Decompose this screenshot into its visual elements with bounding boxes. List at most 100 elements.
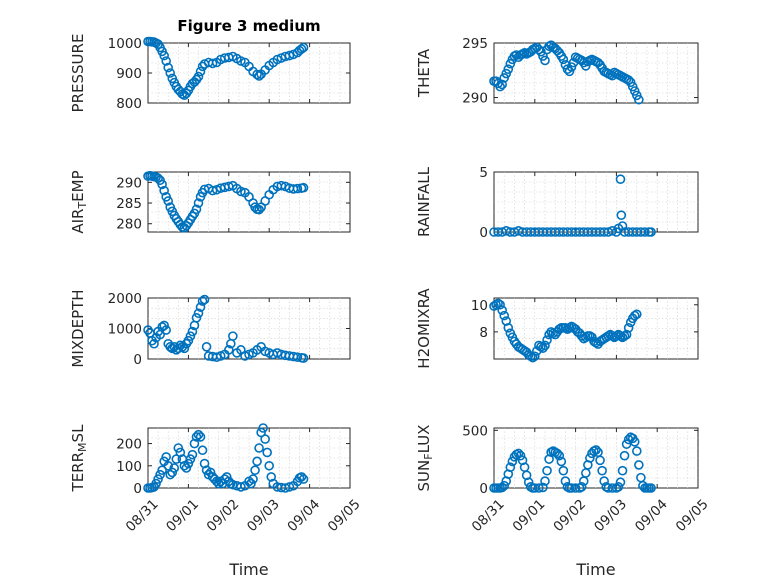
data-point xyxy=(187,449,198,460)
x-axis-label: Time xyxy=(228,560,268,579)
data-point xyxy=(159,50,169,61)
data-point xyxy=(558,465,569,476)
data-point xyxy=(284,50,295,61)
data-point xyxy=(529,351,540,362)
data-point xyxy=(157,465,167,476)
data-point xyxy=(497,79,507,90)
y-tick-label: 0 xyxy=(479,225,488,241)
data-point xyxy=(181,463,192,473)
data-point xyxy=(183,335,194,346)
data-point xyxy=(631,446,642,456)
data-point xyxy=(224,345,234,355)
data-point xyxy=(617,221,628,231)
data-point xyxy=(284,482,295,492)
data-point xyxy=(191,432,202,442)
data-point xyxy=(538,482,548,493)
data-point xyxy=(258,423,268,433)
data-point xyxy=(163,460,173,471)
y-tick-label: 1000 xyxy=(108,36,142,52)
subplot-6: 8 10 H2OMIXRA xyxy=(415,288,699,369)
data-point xyxy=(607,226,618,236)
data-series xyxy=(489,432,656,493)
data-point xyxy=(507,456,518,467)
y-axis-label: THETA xyxy=(415,48,433,98)
y-tick-label: 10 xyxy=(471,298,488,314)
data-point xyxy=(159,320,169,331)
data-point xyxy=(629,437,640,447)
x-tick-label: 09/05 xyxy=(673,496,712,535)
data-point xyxy=(189,438,200,449)
data-point xyxy=(246,478,256,489)
data-point xyxy=(599,476,609,486)
data-point xyxy=(495,81,505,92)
data-point xyxy=(495,299,505,310)
data-point xyxy=(542,465,552,476)
data-point xyxy=(513,448,524,459)
data-point xyxy=(179,343,190,354)
y-axis-label: RAINFALL xyxy=(415,166,433,237)
data-point xyxy=(540,340,550,351)
data-point xyxy=(292,352,303,362)
data-point xyxy=(616,210,627,220)
data-point xyxy=(199,294,210,305)
data-point xyxy=(165,469,176,480)
data-point xyxy=(187,326,198,337)
data-point xyxy=(499,310,510,321)
data-point xyxy=(298,42,309,53)
data-series xyxy=(489,298,642,363)
data-point xyxy=(497,305,507,316)
data-point xyxy=(646,483,656,493)
y-axis-label: AIRTEMP xyxy=(69,170,89,233)
data-point xyxy=(292,183,303,194)
y-tick-label: 200 xyxy=(116,437,142,453)
data-point xyxy=(254,71,264,81)
data-point xyxy=(197,296,208,306)
y-tick-label: 0 xyxy=(133,352,142,368)
x-tick-label: 09/03 xyxy=(244,496,283,535)
chart-title: Figure 3 medium xyxy=(177,17,320,35)
data-point xyxy=(195,302,206,312)
data-point xyxy=(197,445,208,456)
data-point xyxy=(631,309,642,320)
data-point xyxy=(493,298,503,309)
data-point xyxy=(264,460,275,471)
data-point xyxy=(256,427,266,438)
data-point xyxy=(505,462,516,473)
data-point xyxy=(552,448,563,459)
data-point xyxy=(558,54,569,65)
data-point xyxy=(591,445,601,455)
data-point xyxy=(195,66,206,77)
data-series xyxy=(143,294,309,363)
data-point xyxy=(503,323,514,333)
data-point xyxy=(503,64,514,74)
data-point xyxy=(554,450,565,461)
subplot-7: 08/31 09/01 09/02 09/03 09/04 09/05 0 100 200 TER… xyxy=(69,423,364,579)
data-point xyxy=(159,185,169,196)
data-point xyxy=(193,71,204,82)
subplot-1: 800 900 1000 PRESSURE Figure 3 medium xyxy=(69,17,351,112)
data-point xyxy=(201,341,212,352)
data-point xyxy=(615,477,626,488)
data-point xyxy=(646,227,656,237)
data-point xyxy=(640,227,650,237)
data-point xyxy=(615,174,626,184)
x-tick-label: 09/01 xyxy=(163,496,202,535)
y-axis-label: TERRMSL xyxy=(69,424,89,493)
data-point xyxy=(248,474,258,484)
data-point xyxy=(213,478,224,489)
y-axis-label: MIXDEPTH xyxy=(69,289,87,367)
subplot-8: 08/31 09/01 09/02 09/03 09/04 09/05 0 500 SUNFLU… xyxy=(415,423,712,579)
subplot-3: 280 285 290 AIRTEMP xyxy=(69,170,351,234)
data-point xyxy=(161,325,171,335)
x-tick-label: 09/01 xyxy=(510,496,549,535)
data-point xyxy=(211,352,222,362)
data-point xyxy=(262,447,272,458)
data-point xyxy=(617,465,628,476)
data-point xyxy=(266,472,277,482)
y-tick-label: 500 xyxy=(462,423,488,439)
data-point xyxy=(560,476,571,486)
data-point xyxy=(191,204,202,215)
x-tick-label: 08/31 xyxy=(469,496,508,535)
y-tick-label: 285 xyxy=(116,196,142,212)
